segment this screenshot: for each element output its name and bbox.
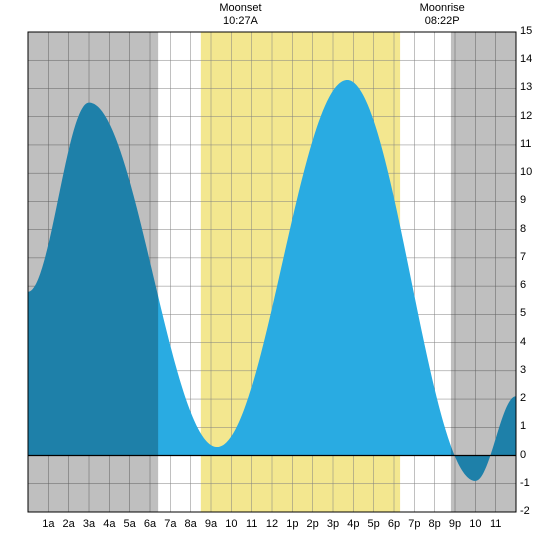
x-tick-label: 9p xyxy=(445,518,465,530)
x-tick-label: 8a xyxy=(181,518,201,530)
y-tick-label: 3 xyxy=(520,364,540,376)
moonset-annotation: Moonset 10:27A xyxy=(210,2,270,28)
y-tick-label: -1 xyxy=(520,477,540,489)
chart-svg xyxy=(0,0,550,550)
y-tick-label: 8 xyxy=(520,223,540,235)
y-tick-label: 4 xyxy=(520,336,540,348)
x-tick-label: 11 xyxy=(486,518,506,530)
moonrise-label: Moonrise xyxy=(420,2,465,14)
y-tick-label: -2 xyxy=(520,505,540,517)
x-tick-label: 3a xyxy=(79,518,99,530)
x-tick-label: 7a xyxy=(160,518,180,530)
moonset-label: Moonset xyxy=(219,2,261,14)
x-tick-label: 3p xyxy=(323,518,343,530)
y-tick-label: 2 xyxy=(520,392,540,404)
x-tick-label: 10 xyxy=(221,518,241,530)
y-tick-label: 7 xyxy=(520,251,540,263)
x-tick-label: 6p xyxy=(384,518,404,530)
y-tick-label: 10 xyxy=(520,166,540,178)
x-tick-label: 5a xyxy=(120,518,140,530)
tide-chart: Moonset 10:27A Moonrise 08:22P -2-101234… xyxy=(0,0,550,550)
x-tick-label: 4a xyxy=(99,518,119,530)
y-tick-label: 9 xyxy=(520,194,540,206)
x-tick-label: 1a xyxy=(38,518,58,530)
y-tick-label: 11 xyxy=(520,138,540,150)
y-tick-label: 15 xyxy=(520,25,540,37)
y-tick-label: 6 xyxy=(520,279,540,291)
x-tick-label: 1p xyxy=(282,518,302,530)
x-tick-label: 5p xyxy=(364,518,384,530)
y-tick-label: 1 xyxy=(520,420,540,432)
y-tick-label: 0 xyxy=(520,449,540,461)
moonrise-time: 08:22P xyxy=(425,15,460,27)
x-tick-label: 11 xyxy=(242,518,262,530)
moonrise-annotation: Moonrise 08:22P xyxy=(412,2,472,28)
x-tick-label: 7p xyxy=(404,518,424,530)
x-tick-label: 6a xyxy=(140,518,160,530)
y-tick-label: 13 xyxy=(520,81,540,93)
moonset-time: 10:27A xyxy=(223,15,258,27)
x-tick-label: 4p xyxy=(343,518,363,530)
x-tick-label: 10 xyxy=(465,518,485,530)
x-tick-label: 9a xyxy=(201,518,221,530)
y-tick-label: 12 xyxy=(520,110,540,122)
y-tick-label: 14 xyxy=(520,53,540,65)
y-tick-label: 5 xyxy=(520,307,540,319)
x-tick-label: 12 xyxy=(262,518,282,530)
x-tick-label: 8p xyxy=(425,518,445,530)
x-tick-label: 2p xyxy=(303,518,323,530)
x-tick-label: 2a xyxy=(59,518,79,530)
